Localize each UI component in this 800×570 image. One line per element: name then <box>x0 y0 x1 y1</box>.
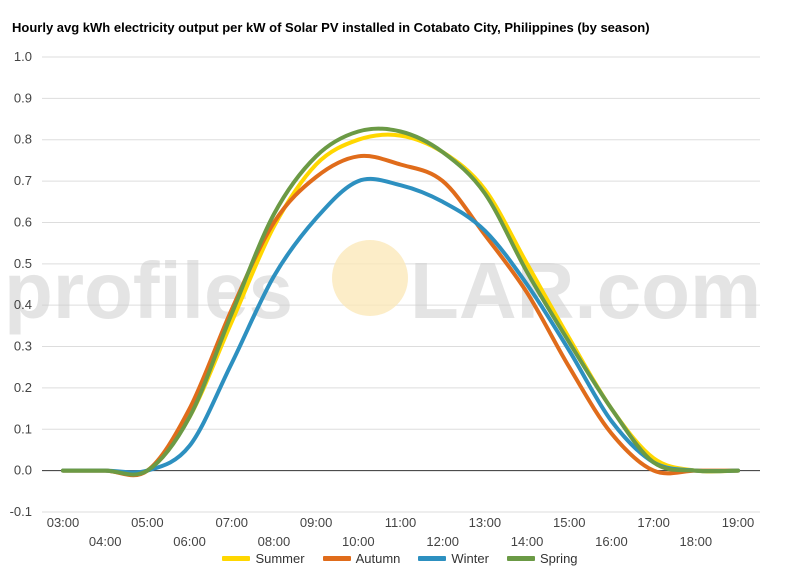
y-tick-label: 0.7 <box>14 173 32 188</box>
y-tick-label: 0.0 <box>14 463 32 478</box>
y-tick-label: 0.4 <box>14 297 32 312</box>
x-tick-label: 07:00 <box>215 515 248 530</box>
y-tick-label: -0.1 <box>10 504 32 519</box>
y-tick-label: 0.6 <box>14 214 32 229</box>
chart-title: Hourly avg kWh electricity output per kW… <box>12 20 650 35</box>
x-tick-label: 04:00 <box>89 534 122 549</box>
x-tick-label: 16:00 <box>595 534 628 549</box>
x-tick-label: 10:00 <box>342 534 375 549</box>
series-line-autumn <box>61 153 740 478</box>
x-tick-label: 11:00 <box>385 515 417 530</box>
x-tick-label: 14:00 <box>511 534 544 549</box>
legend-item-summer[interactable]: Summer <box>222 549 305 567</box>
y-tick-label: 0.2 <box>14 380 32 395</box>
legend-item-autumn[interactable]: Autumn <box>322 549 401 567</box>
legend: Summer Autumn Winter Spring <box>0 549 800 567</box>
series-layer <box>61 126 740 478</box>
x-tick-label: 05:00 <box>131 515 164 530</box>
watermark-sun-icon <box>332 240 408 316</box>
x-tick-label: 18:00 <box>680 534 713 549</box>
grid-layer <box>42 56 760 513</box>
x-axis: 03:00 04:00 05:00 06:00 07:00 08:00 09:00 10:00… <box>47 515 755 549</box>
legend-item-spring[interactable]: Spring <box>506 549 578 567</box>
series-line-winter <box>61 176 740 475</box>
y-tick-label: 0.1 <box>14 421 32 436</box>
y-tick-label: 0.8 <box>14 132 32 147</box>
x-tick-label: 15:00 <box>553 515 586 530</box>
series-line-spring <box>61 126 740 477</box>
legend-label: Summer <box>255 550 305 566</box>
legend-label: Autumn <box>355 550 401 566</box>
x-tick-label: 17:00 <box>637 515 670 530</box>
y-tick-label: 0.5 <box>14 256 32 271</box>
legend-swatch <box>506 555 535 561</box>
x-tick-label: 13:00 <box>469 515 502 530</box>
legend-item-winter[interactable]: Winter <box>418 549 489 567</box>
x-tick-label: 03:00 <box>47 515 80 530</box>
x-tick-label: 09:00 <box>300 515 333 530</box>
legend-label: Spring <box>539 550 578 566</box>
y-axis: -0.1 0.0 0.1 0.2 0.3 0.4 0.5 0.6 0.7 0.8 0.9 1.0 <box>10 49 32 519</box>
legend-swatch <box>418 555 447 561</box>
legend-swatch <box>322 555 351 561</box>
watermark-right-text: LAR.com <box>410 246 761 335</box>
x-tick-label: 08:00 <box>258 534 291 549</box>
watermark: profiles LAR.com <box>4 240 761 335</box>
x-tick-label: 12:00 <box>426 534 459 549</box>
x-tick-label: 19:00 <box>722 515 755 530</box>
x-tick-label: 06:00 <box>173 534 206 549</box>
y-tick-label: 0.9 <box>14 90 32 105</box>
legend-swatch <box>222 555 251 561</box>
legend-label: Winter <box>451 550 489 566</box>
y-tick-label: 1.0 <box>14 49 32 64</box>
y-tick-label: 0.3 <box>14 339 32 354</box>
